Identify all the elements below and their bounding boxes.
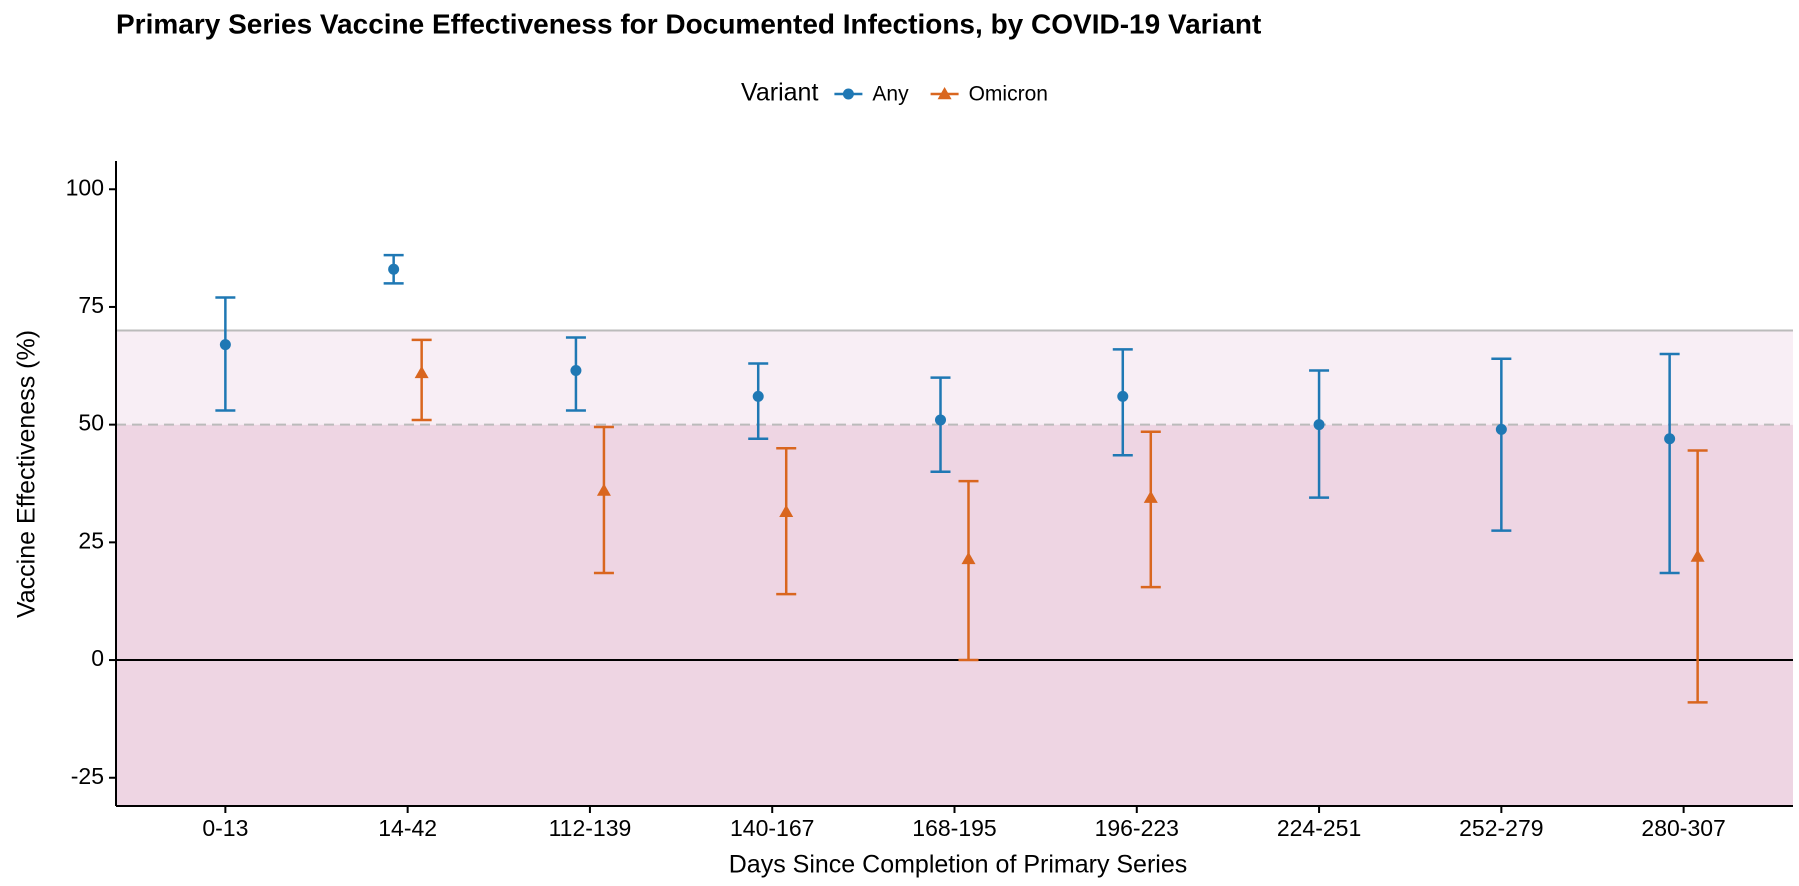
legend-key-marker xyxy=(937,87,952,100)
legend: Variant Any Omicron xyxy=(741,79,1048,107)
point xyxy=(752,390,764,402)
x-tick-label: 196-223 xyxy=(1095,815,1179,841)
error-bar-group xyxy=(565,336,586,412)
x-tick-label: 252-279 xyxy=(1459,815,1543,841)
y-tick-label: 75 xyxy=(78,292,104,318)
error-bar-group xyxy=(930,376,951,473)
x-tick-label: 140-167 xyxy=(730,815,814,841)
point xyxy=(596,483,611,496)
x-tick-label: 112-139 xyxy=(549,815,632,841)
x-tick-label: 280-307 xyxy=(1641,815,1725,841)
point xyxy=(570,365,582,377)
point xyxy=(961,551,976,565)
point xyxy=(1495,423,1507,435)
error-bar-group xyxy=(748,362,769,441)
point xyxy=(388,263,400,275)
error-bar-group xyxy=(958,479,979,662)
error-bar-group xyxy=(215,296,236,412)
error-bar-group xyxy=(411,338,432,422)
point xyxy=(219,339,231,351)
error-bar-group xyxy=(383,253,404,285)
error-bar-group xyxy=(1491,357,1512,532)
error-bar-group xyxy=(593,425,614,575)
legend-title: Variant xyxy=(741,79,818,107)
y-axis-title: Vaccine Effectiveness (%) xyxy=(13,330,41,618)
error-bar-group xyxy=(1112,348,1133,457)
error-bar-group xyxy=(1140,430,1161,589)
error-bar-group xyxy=(1659,352,1680,575)
y-tick-label: 25 xyxy=(78,527,104,553)
point xyxy=(1143,490,1158,503)
legend-label: Omicron xyxy=(969,83,1048,106)
error-bar-group xyxy=(776,446,797,596)
legend-label: Any xyxy=(872,83,909,106)
legend-key-marker xyxy=(842,88,854,100)
reference-band xyxy=(116,330,1793,425)
y-tick-label: 0 xyxy=(91,645,104,671)
reference-band xyxy=(116,424,1793,806)
point xyxy=(1117,390,1129,402)
point xyxy=(935,414,946,426)
error-bar-group xyxy=(1687,449,1708,704)
x-tick-label: 168-195 xyxy=(912,815,996,841)
point xyxy=(1690,549,1705,562)
error-bar-group xyxy=(1309,369,1330,499)
x-tick-label: 14-42 xyxy=(378,815,437,841)
point xyxy=(1664,433,1676,445)
x-axis-title: Days Since Completion of Primary Series xyxy=(729,851,1188,879)
x-tick-label: 0-13 xyxy=(202,815,248,841)
chart-title: Primary Series Vaccine Effectiveness for… xyxy=(116,8,1261,39)
point xyxy=(779,504,794,517)
y-tick-label: 100 xyxy=(66,174,104,200)
point xyxy=(1313,419,1325,431)
x-tick-label: 224-251 xyxy=(1277,815,1361,841)
y-tick-label: -25 xyxy=(71,763,104,789)
y-tick-label: 50 xyxy=(78,410,104,436)
point xyxy=(414,365,429,379)
